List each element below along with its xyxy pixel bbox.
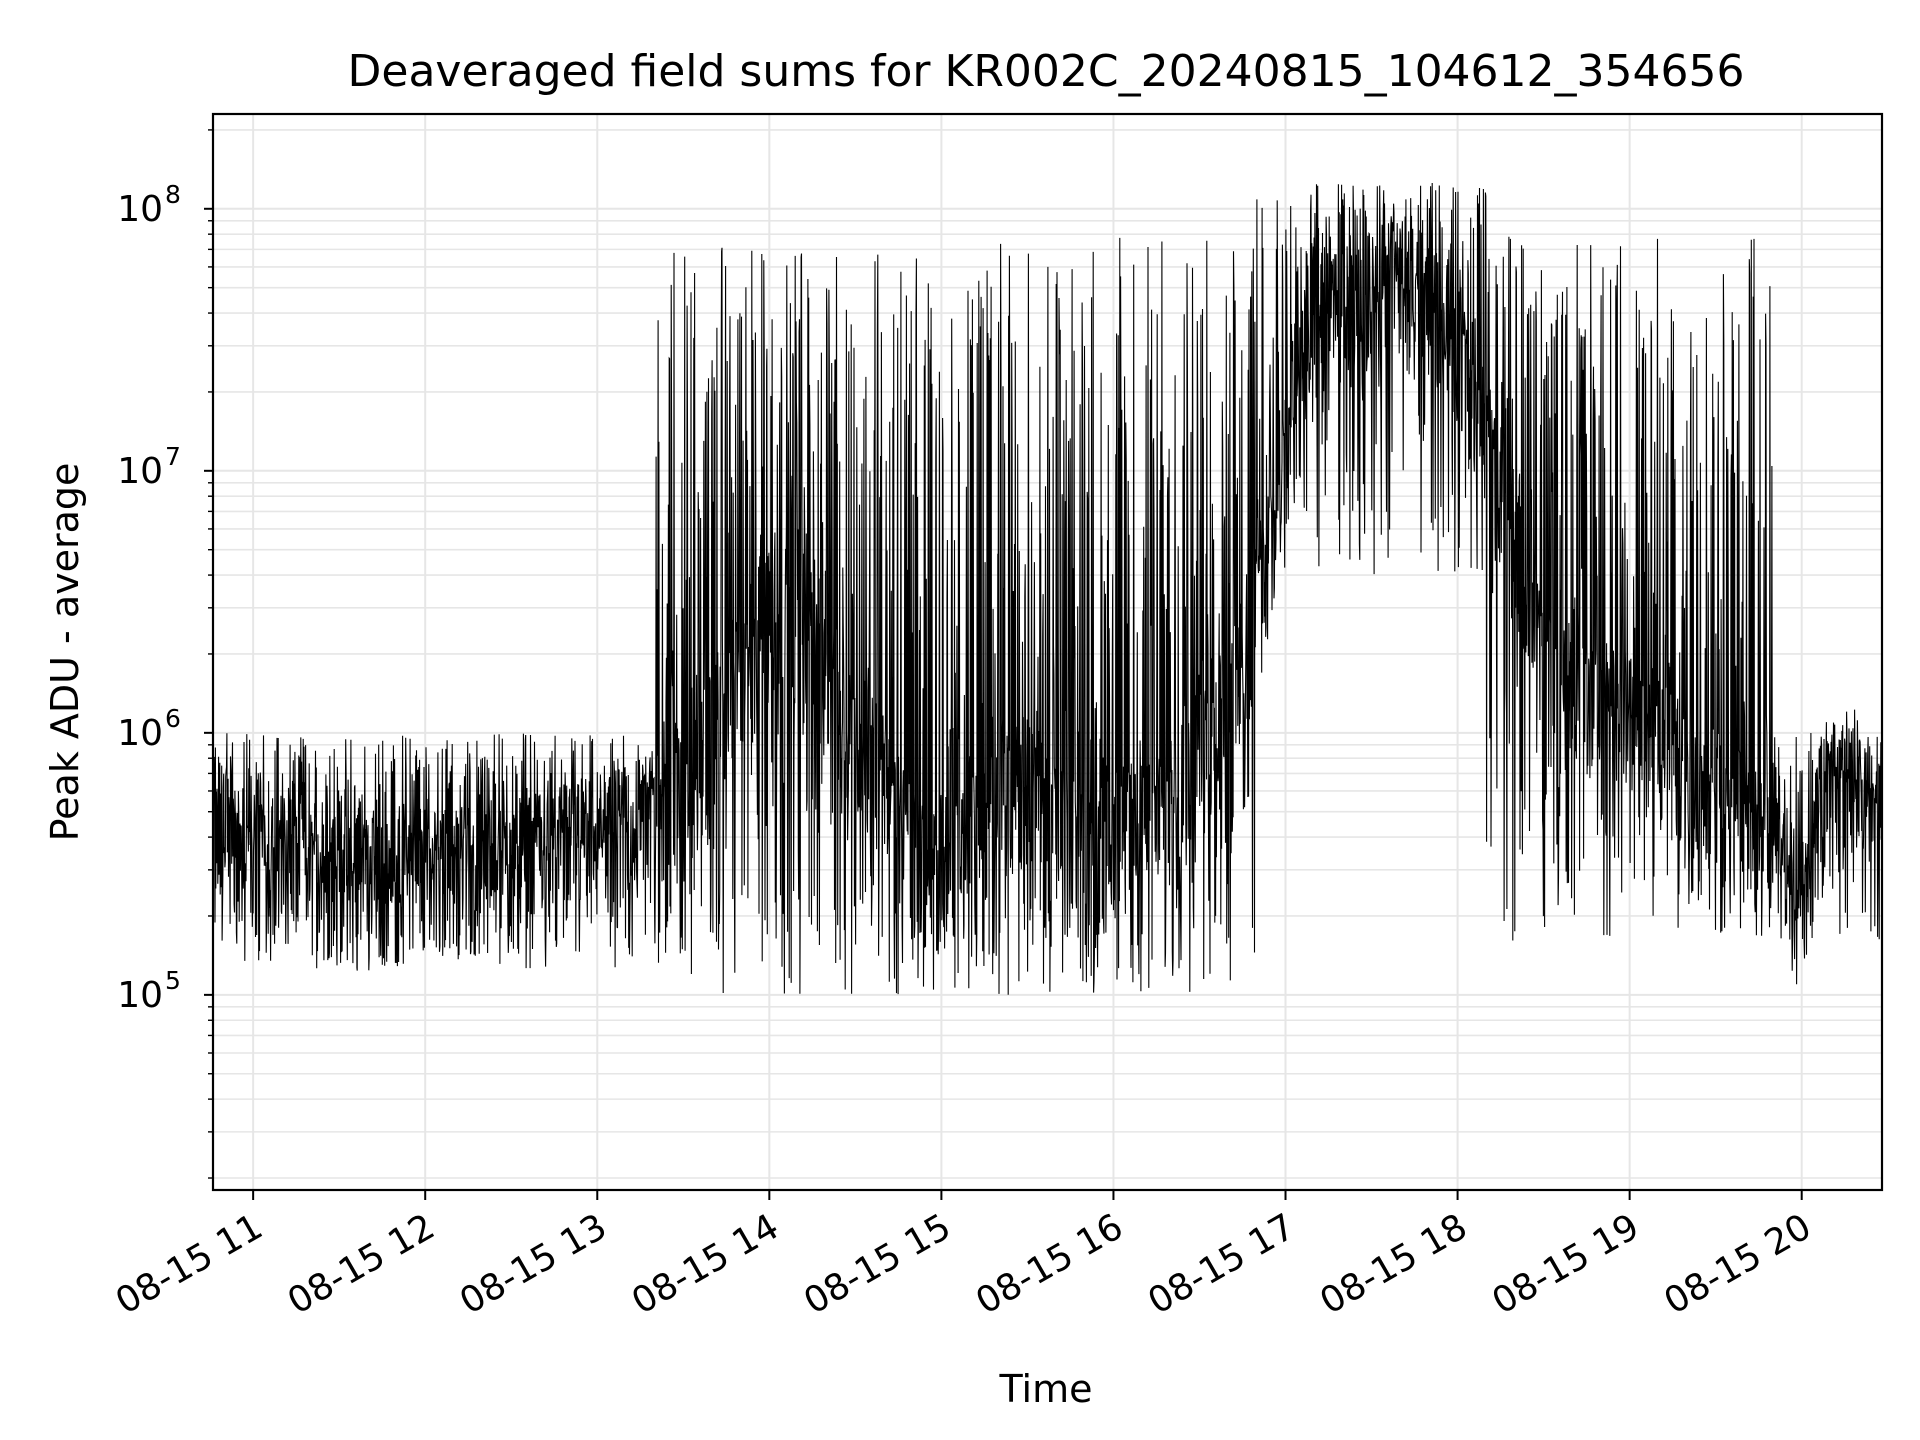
- series-line: [212, 182, 1883, 995]
- y-tick-exponent: 7: [165, 442, 181, 471]
- series-line-group: [212, 182, 1883, 995]
- chart-title: Deaveraged field sums for KR002C_2024081…: [348, 46, 1745, 97]
- x-axis-label: Time: [999, 1367, 1093, 1411]
- plot-frame: [211, 112, 1884, 1192]
- y-tick-exponent: 5: [165, 966, 181, 995]
- y-tick-label: 10: [117, 189, 163, 230]
- y-tick-label: 10: [117, 975, 163, 1016]
- y-tick-exponent: 6: [165, 704, 181, 733]
- y-axis-label: Peak ADU - average: [43, 463, 87, 842]
- y-tick-exponent: 8: [165, 180, 181, 209]
- y-tick-label: 10: [117, 451, 163, 492]
- y-tick-label: 10: [117, 713, 163, 754]
